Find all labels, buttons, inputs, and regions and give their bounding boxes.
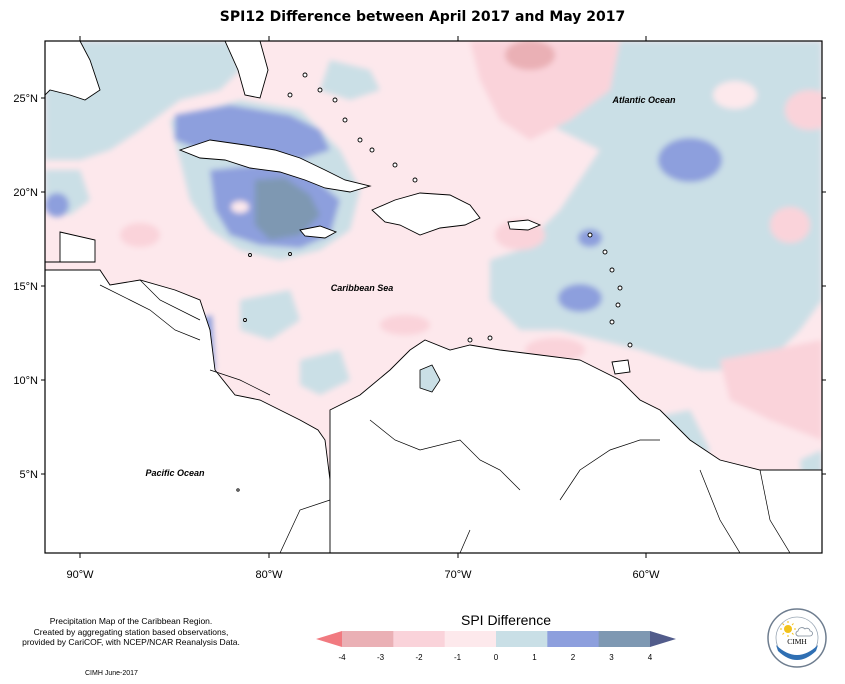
florida-outline xyxy=(45,41,101,101)
cloud-icon xyxy=(795,627,813,637)
colorbar-segment xyxy=(342,631,394,647)
colorbar-tick-label: -1 xyxy=(454,653,462,662)
colorbar-segment xyxy=(393,631,446,647)
colorbar-tick-label: -3 xyxy=(377,653,385,662)
colorbar-segment xyxy=(547,631,600,647)
colorbar-arrow-right xyxy=(650,631,676,647)
atlantic-ocean-label: Atlantic Ocean xyxy=(611,95,676,105)
pacific-ocean-label: Pacific Ocean xyxy=(145,468,205,478)
sun-icon xyxy=(780,621,796,637)
lon-ticks xyxy=(79,36,647,558)
lon-label-70: 70°W xyxy=(444,569,472,581)
colorbar-segment xyxy=(496,631,548,647)
lon-label-80: 80°W xyxy=(255,569,283,581)
colorbar-tick-label: 3 xyxy=(609,653,614,662)
credits-line-2: Created by aggregating station based obs… xyxy=(33,626,229,637)
colorbar-tick-label: 1 xyxy=(532,653,537,662)
colorbar-tick-label: -2 xyxy=(415,653,423,662)
atlantic-dark-pink-patch xyxy=(505,41,555,70)
atlantic-pale-patch xyxy=(713,81,757,109)
panama-blue-zone xyxy=(300,350,350,395)
puerto-rico-outline xyxy=(507,219,542,231)
legend-colorbar: -4 -3 -2 -1 0 1 2 3 4 xyxy=(316,631,676,662)
jamaica-slate-core xyxy=(255,178,320,240)
florida-peninsula xyxy=(224,41,269,99)
atlantic-blue-core xyxy=(658,138,722,182)
map-title: SPI12 Difference between April 2017 and … xyxy=(219,9,626,25)
colorbar-arrow-left xyxy=(316,631,342,647)
lat-label-20: 20°N xyxy=(13,187,38,199)
lat-label-10: 10°N xyxy=(13,375,38,387)
colorbar-tick-label: 0 xyxy=(494,653,499,662)
logo-text: CIMH xyxy=(787,637,807,646)
colorbar-tick-label: -4 xyxy=(338,653,346,662)
colorbar-segment xyxy=(598,631,651,647)
credits-line-3: provided by CariCOF, with NCEP/NCAR Rean… xyxy=(22,637,240,647)
map-frame xyxy=(44,40,823,554)
atlantic-pink-patch xyxy=(470,41,620,140)
bahamas-blue-zone xyxy=(320,60,380,100)
country-borders xyxy=(99,279,791,553)
windward-blue-core xyxy=(558,284,602,312)
honduras-blue-zone xyxy=(240,290,300,340)
legend-title: SPI Difference xyxy=(460,612,551,628)
credits-line-1: Precipitation Map of the Caribbean Regio… xyxy=(49,616,213,626)
lat-ticks xyxy=(41,97,826,475)
hispaniola-outline xyxy=(371,192,481,236)
jamaica-outline xyxy=(299,225,338,239)
lat-label-25: 25°N xyxy=(13,93,38,105)
lat-label-15: 15°N xyxy=(13,281,38,293)
lon-label-60: 60°W xyxy=(632,569,660,581)
trinidad-outline xyxy=(611,359,631,375)
lat-label-5: 5°N xyxy=(20,469,39,481)
colorbar-tick-label: 4 xyxy=(648,653,653,662)
lon-label-90: 90°W xyxy=(66,569,94,581)
cimh-logo: CIMH xyxy=(767,608,827,668)
landmass-outlines xyxy=(45,41,822,553)
caribbean-sea-label: Caribbean Sea xyxy=(331,283,394,293)
lake-maracaibo xyxy=(419,364,441,393)
colorbar-tick-label: 2 xyxy=(571,653,576,662)
credits-block: Precipitation Map of the Caribbean Regio… xyxy=(6,616,256,648)
colorbar-segment xyxy=(444,631,497,647)
credits-date: CIMH June-2017 xyxy=(85,670,138,677)
cuba-outline xyxy=(178,139,372,193)
